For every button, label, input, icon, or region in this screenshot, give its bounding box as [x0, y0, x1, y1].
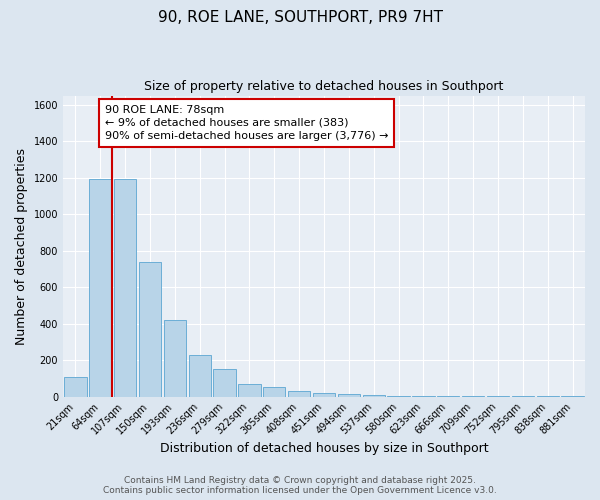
Bar — [313, 392, 335, 396]
Bar — [164, 320, 186, 396]
Bar — [362, 395, 385, 396]
Bar — [64, 378, 86, 396]
Title: Size of property relative to detached houses in Southport: Size of property relative to detached ho… — [145, 80, 504, 93]
Bar — [263, 388, 286, 396]
Bar — [188, 355, 211, 397]
Text: 90 ROE LANE: 78sqm
← 9% of detached houses are smaller (383)
90% of semi-detache: 90 ROE LANE: 78sqm ← 9% of detached hous… — [105, 104, 388, 141]
Bar — [238, 384, 260, 396]
Bar — [338, 394, 360, 396]
Y-axis label: Number of detached properties: Number of detached properties — [15, 148, 28, 344]
Bar — [114, 178, 136, 396]
X-axis label: Distribution of detached houses by size in Southport: Distribution of detached houses by size … — [160, 442, 488, 455]
Text: 90, ROE LANE, SOUTHPORT, PR9 7HT: 90, ROE LANE, SOUTHPORT, PR9 7HT — [157, 10, 443, 25]
Bar — [288, 391, 310, 396]
Bar — [89, 178, 112, 396]
Bar — [214, 369, 236, 396]
Bar — [139, 262, 161, 396]
Text: Contains HM Land Registry data © Crown copyright and database right 2025.
Contai: Contains HM Land Registry data © Crown c… — [103, 476, 497, 495]
